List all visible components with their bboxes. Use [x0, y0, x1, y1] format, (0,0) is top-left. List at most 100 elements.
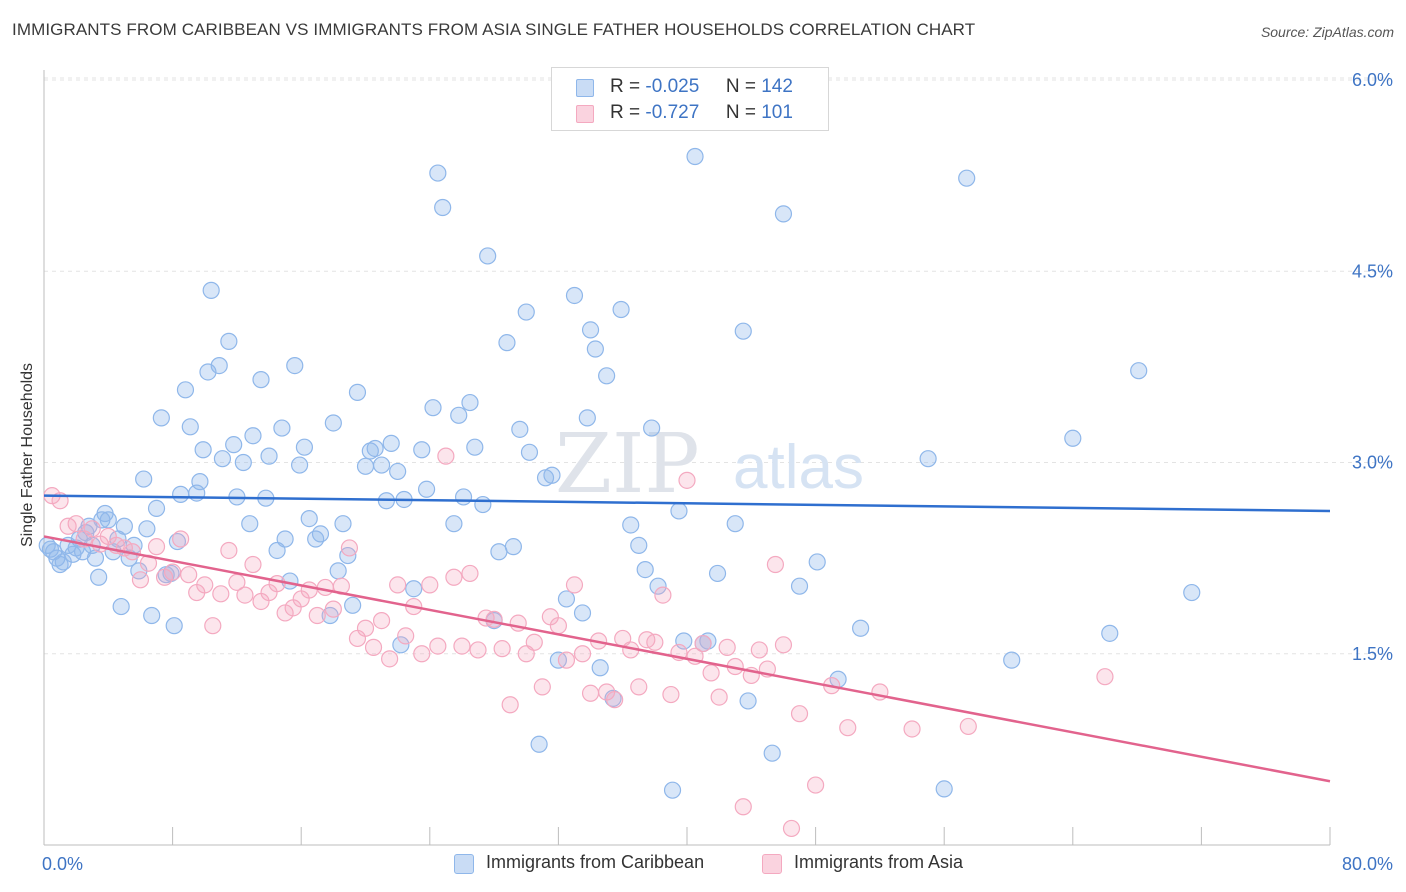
- point-caribbean: [225, 436, 243, 454]
- point-asia: [903, 720, 921, 738]
- point-caribbean: [168, 532, 187, 551]
- point-caribbean: [311, 525, 330, 543]
- point-asia: [533, 678, 551, 696]
- point-asia: [774, 636, 793, 654]
- point-caribbean: [663, 781, 682, 799]
- point-asia: [212, 585, 230, 603]
- point-asia: [340, 539, 359, 557]
- point-caribbean: [454, 488, 473, 506]
- trend-line-caribbean: [43, 494, 1331, 513]
- point-caribbean: [586, 340, 604, 358]
- point-asia: [839, 719, 857, 737]
- point-caribbean: [172, 485, 190, 503]
- point-caribbean: [498, 334, 516, 352]
- point-caribbean: [290, 456, 309, 474]
- trend-lines: [43, 494, 1331, 783]
- point-caribbean: [474, 495, 492, 514]
- point-caribbean: [649, 577, 667, 595]
- point-caribbean: [445, 515, 463, 533]
- point-caribbean: [699, 632, 717, 650]
- point-caribbean: [143, 606, 161, 625]
- point-caribbean: [450, 406, 468, 424]
- point-asia: [372, 611, 391, 630]
- point-asia: [445, 568, 463, 586]
- point-asia: [501, 696, 519, 714]
- point-caribbean: [220, 332, 238, 350]
- point-caribbean: [244, 427, 262, 445]
- point-asia: [356, 619, 375, 637]
- point-caribbean: [774, 205, 793, 223]
- point-asia: [646, 633, 664, 651]
- point-asia: [525, 633, 543, 651]
- point-caribbean: [1003, 651, 1021, 669]
- point-caribbean: [417, 480, 436, 498]
- point-caribbean: [90, 568, 108, 586]
- point-asia: [630, 678, 648, 696]
- point-caribbean: [504, 538, 522, 556]
- point-caribbean: [557, 590, 576, 608]
- y-axis-label: Single Father Households: [19, 362, 36, 548]
- point-caribbean: [138, 520, 156, 538]
- legend-label-asia: Immigrants from Asia: [794, 852, 964, 872]
- y-tick-label: 6.0%: [1352, 70, 1393, 90]
- point-caribbean: [413, 441, 431, 459]
- point-asia: [381, 650, 399, 668]
- point-caribbean: [213, 450, 232, 468]
- point-asia: [131, 571, 150, 589]
- point-asia: [782, 819, 801, 838]
- point-caribbean: [329, 562, 347, 580]
- legend-swatch-asia: [762, 854, 782, 874]
- point-asia: [573, 645, 592, 663]
- point-asia: [806, 776, 825, 794]
- point-caribbean: [356, 457, 375, 475]
- point-asia: [164, 563, 182, 581]
- point-caribbean: [152, 409, 170, 427]
- legend-label-caribbean: Immigrants from Caribbean: [486, 852, 705, 872]
- trend-line-asia: [43, 535, 1331, 783]
- point-asia: [485, 610, 503, 628]
- point-asia: [220, 541, 238, 560]
- data-points: [38, 147, 1201, 838]
- point-asia: [413, 645, 431, 663]
- point-asia: [581, 684, 600, 702]
- point-caribbean: [286, 357, 304, 375]
- legend-n-value-caribbean: 142: [761, 76, 793, 97]
- point-caribbean: [276, 530, 294, 548]
- point-caribbean: [1183, 583, 1201, 602]
- point-caribbean: [1064, 429, 1082, 447]
- y-tick-label: 1.5%: [1352, 644, 1393, 664]
- legend-n-label: N =: [725, 76, 756, 97]
- point-caribbean: [176, 381, 195, 399]
- point-caribbean: [191, 473, 209, 491]
- legend-r-label: R =: [610, 102, 641, 123]
- x-tick-label-min: 0.0%: [42, 854, 83, 874]
- point-asia: [308, 606, 326, 625]
- point-caribbean: [372, 456, 391, 474]
- point-asia: [1096, 668, 1114, 686]
- point-caribbean: [578, 409, 596, 427]
- legend-n-value-asia: 101: [761, 102, 793, 123]
- point-asia: [710, 688, 728, 706]
- point-asia: [244, 555, 262, 574]
- point-asia: [606, 691, 624, 709]
- point-caribbean: [466, 438, 484, 456]
- point-caribbean: [517, 303, 535, 321]
- point-caribbean: [194, 441, 212, 459]
- point-asia: [702, 664, 720, 682]
- point-asia: [493, 640, 511, 658]
- point-asia: [694, 634, 712, 653]
- point-asia: [557, 651, 576, 669]
- point-asia: [959, 717, 977, 736]
- point-asia: [429, 637, 447, 655]
- point-asia: [790, 705, 809, 723]
- point-caribbean: [511, 420, 529, 438]
- point-caribbean: [479, 247, 497, 265]
- point-caribbean: [366, 439, 384, 458]
- watermark-zip: ZIP: [555, 417, 700, 512]
- watermark-atlas: atlas: [733, 433, 864, 502]
- point-caribbean: [434, 198, 452, 217]
- point-caribbean: [461, 393, 479, 412]
- point-caribbean: [763, 744, 781, 762]
- x-tick-label-max: 80.0%: [1342, 854, 1393, 874]
